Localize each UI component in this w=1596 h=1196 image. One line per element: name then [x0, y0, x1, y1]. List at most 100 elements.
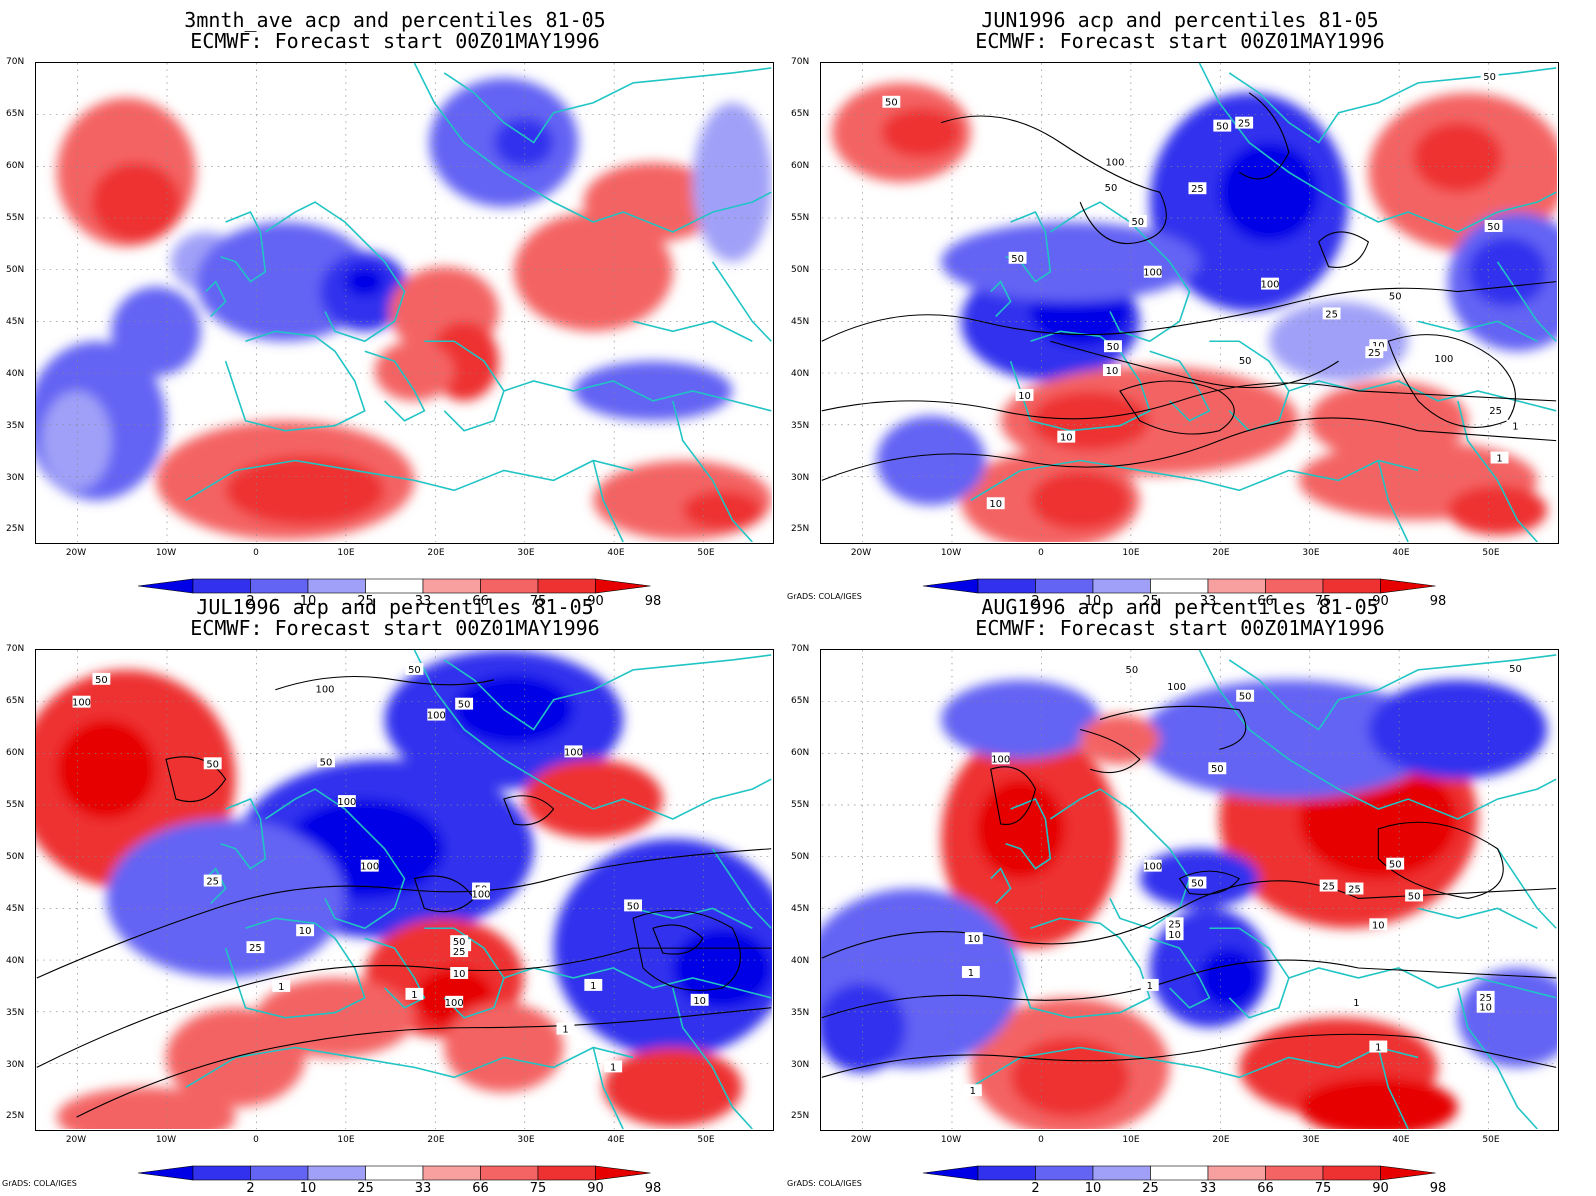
contour-label-bg — [1365, 346, 1384, 359]
latitude-label: 35N — [6, 1008, 25, 1018]
latitude-label: 60N — [791, 748, 810, 758]
contour-label-bg — [690, 993, 709, 1006]
coastline — [220, 798, 267, 870]
coastline — [1457, 400, 1538, 542]
contour-label-bg — [1140, 978, 1159, 991]
latitude-label: 35N — [791, 1008, 810, 1018]
colorbar-swatch — [365, 1165, 424, 1181]
shaded-region — [603, 1047, 743, 1128]
colorbar-swatch — [595, 1165, 651, 1181]
colorbar-swatch — [537, 1165, 596, 1181]
contours — [36, 675, 772, 1118]
colorbar-swatch — [1322, 1165, 1381, 1181]
software-credit: GrADS: COLA/IGES — [787, 592, 862, 601]
contour-label: 25 — [1489, 406, 1502, 417]
shaded-region — [344, 266, 385, 297]
latitude-label: 35N — [6, 421, 25, 431]
panel-title: 3mnth_ave acp and percentiles 81-05 — [184, 8, 606, 32]
colorbar-swatch — [1035, 1165, 1094, 1181]
contour-line — [1318, 231, 1370, 268]
contour-label-bg — [1128, 215, 1147, 227]
shaded-region — [1030, 390, 1150, 451]
contour-label-bg — [882, 95, 901, 108]
longitude-label: 20W — [850, 1135, 872, 1145]
coastline — [990, 280, 1012, 317]
contour-line — [1119, 380, 1235, 435]
colorbar-swatch — [1092, 1165, 1151, 1181]
contour-label: 25 — [1325, 309, 1338, 320]
contour-label: 1 — [562, 1025, 568, 1036]
contour-label-bg — [1122, 662, 1141, 675]
contour-line — [821, 959, 1557, 1019]
contour-label-bg — [1261, 277, 1279, 290]
latitude-label: 65N — [791, 109, 810, 119]
contour-line — [821, 1033, 1557, 1078]
contour-line — [821, 880, 1557, 959]
contour-label-bg — [316, 682, 334, 695]
contour-line — [76, 1007, 772, 1118]
coastline — [264, 201, 406, 343]
contour-label-bg — [991, 752, 1010, 765]
coastline — [970, 1046, 1419, 1088]
colorbar-label: 25 — [1142, 594, 1159, 609]
colorbar-swatch — [595, 578, 651, 594]
shaded-region — [975, 779, 1066, 879]
contour-label-bg — [1480, 69, 1499, 82]
contour-label: 100 — [337, 797, 356, 808]
shaded-region — [881, 107, 961, 158]
coastline — [224, 917, 366, 1019]
coastline — [1288, 967, 1557, 999]
longitude-label: 10E — [1122, 1135, 1140, 1145]
contour-label-bg — [1322, 307, 1341, 320]
latitude-label: 45N — [791, 904, 810, 914]
colorbar-label: 2 — [1031, 594, 1040, 609]
coastline — [1457, 987, 1538, 1129]
coastline — [413, 650, 772, 820]
shaded-region — [682, 490, 763, 531]
coastline — [1198, 63, 1557, 233]
longitude-label: 50E — [697, 548, 715, 558]
map-canvas — [36, 63, 772, 542]
contour-label: 25 — [453, 947, 466, 958]
contour-label-bg — [1213, 119, 1232, 132]
coastline — [503, 967, 772, 999]
longitude-label: 20E — [427, 548, 445, 558]
contour-line — [1050, 340, 1339, 389]
map-panel: 3mnth_ave acp and percentiles 81-05 ECMWF… — [0, 0, 798, 609]
contour-label: 100 — [445, 998, 464, 1009]
contour-label-bg — [1369, 1040, 1388, 1053]
colorbar-label: 98 — [1429, 594, 1447, 609]
shaded-region — [1308, 381, 1468, 461]
contour-label: 10 — [1372, 920, 1385, 931]
contour-line — [632, 909, 741, 991]
coastline — [1049, 788, 1191, 930]
coastline — [185, 1046, 634, 1088]
shaded-region — [672, 928, 772, 1008]
contour-label-bg — [584, 978, 603, 991]
contour-label-bg — [1104, 340, 1122, 353]
contour-label-bg — [1015, 388, 1034, 401]
contour-line — [1178, 870, 1241, 895]
contour-label: 50 — [458, 700, 471, 711]
coastline — [443, 654, 772, 731]
colorbar — [923, 578, 1436, 594]
colorbar-label: 2 — [246, 1181, 255, 1196]
longitude-label: 20W — [65, 548, 87, 558]
contour-label-bg — [1369, 918, 1388, 931]
contour-label: 100 — [1167, 682, 1186, 693]
colorbar-label: 90 — [587, 1181, 604, 1196]
coastline — [1417, 907, 1538, 929]
shaded-region — [1219, 142, 1319, 242]
colorbar-swatch — [422, 1165, 481, 1181]
contour-label-bg — [203, 874, 222, 887]
coastline — [1417, 320, 1538, 342]
longitude-label: 20E — [1212, 1135, 1230, 1145]
contour-label-bg — [963, 1084, 982, 1097]
coastline — [1149, 937, 1211, 1009]
latitude-label: 65N — [791, 696, 810, 706]
contour-label: 100 — [72, 698, 91, 709]
coastline — [1198, 650, 1557, 820]
contour-label: 10 — [1018, 391, 1031, 402]
contour-label: 25 — [1368, 348, 1381, 359]
